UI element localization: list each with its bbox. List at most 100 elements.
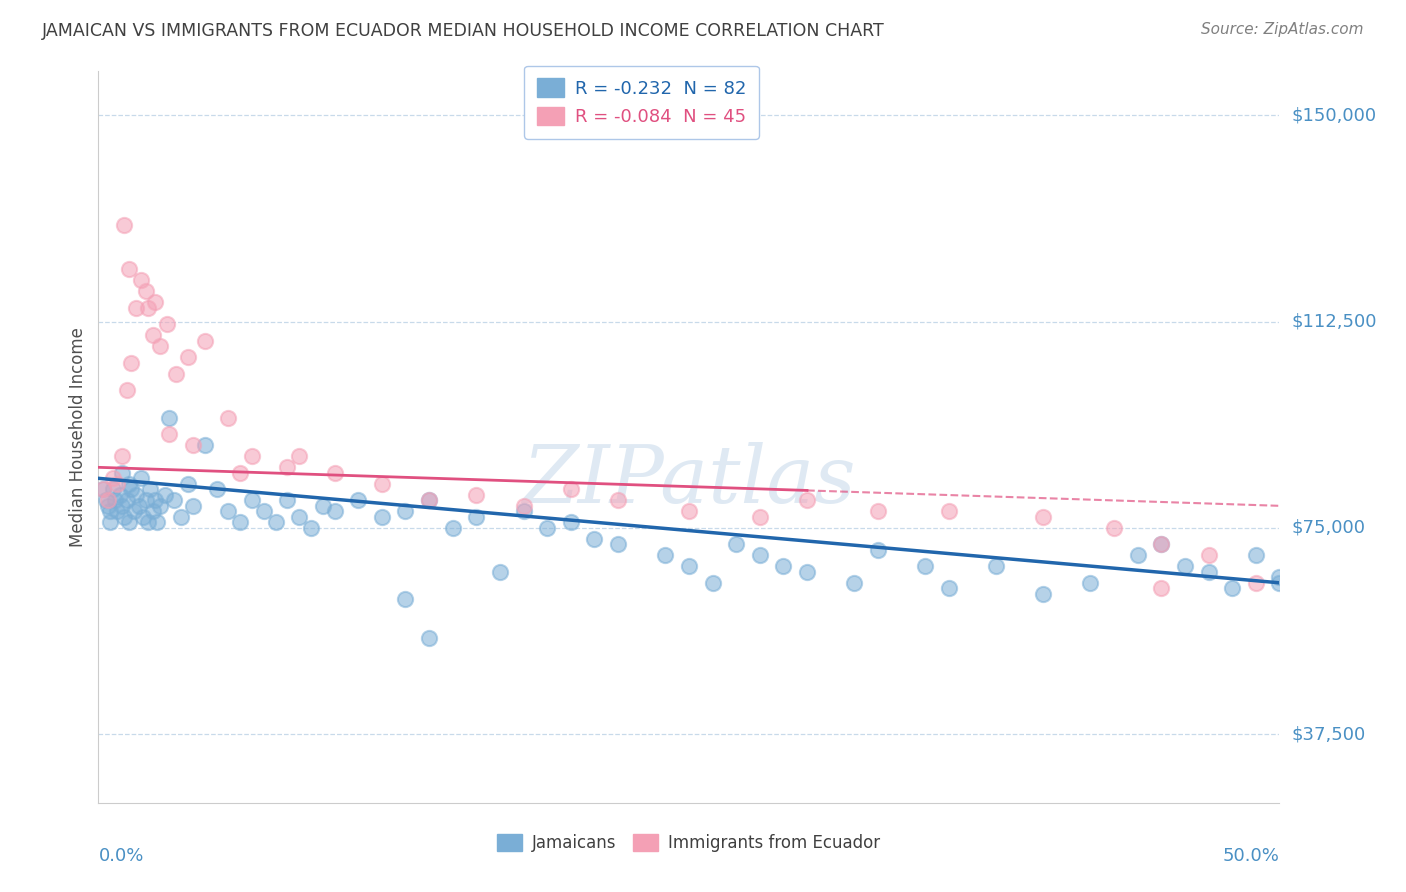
Point [288, 509, 311, 524]
Point [136, 301, 159, 315]
Point [118, 262, 141, 277]
Point [105, 504, 128, 518]
Point [984, 559, 1007, 574]
Point [1244, 575, 1267, 590]
Point [104, 493, 127, 508]
Point [118, 516, 141, 530]
Point [702, 575, 724, 590]
Point [1198, 549, 1220, 563]
Point [560, 483, 582, 497]
Point [276, 493, 298, 508]
Point [288, 450, 311, 464]
Point [121, 356, 143, 370]
Point [98, 504, 121, 518]
Point [748, 549, 770, 563]
Point [465, 488, 488, 502]
Point [560, 516, 582, 530]
Point [253, 504, 276, 518]
Point [181, 499, 204, 513]
Point [1268, 570, 1291, 584]
Point [866, 542, 889, 557]
Point [418, 493, 440, 508]
Text: 50.0%: 50.0% [1223, 847, 1279, 864]
Point [323, 504, 346, 518]
Point [101, 483, 124, 497]
Point [1126, 549, 1149, 563]
Point [772, 559, 794, 574]
Point [156, 318, 179, 332]
Point [512, 504, 534, 518]
Point [583, 532, 606, 546]
Text: $75,000: $75,000 [1291, 519, 1365, 537]
Point [118, 476, 141, 491]
Text: JAMAICAN VS IMMIGRANTS FROM ECUADOR MEDIAN HOUSEHOLD INCOME CORRELATION CHART: JAMAICAN VS IMMIGRANTS FROM ECUADOR MEDI… [42, 22, 884, 40]
Point [914, 559, 936, 574]
Point [1032, 509, 1054, 524]
Point [112, 219, 135, 233]
Point [165, 367, 187, 381]
Point [142, 504, 165, 518]
Point [1102, 521, 1125, 535]
Point [149, 339, 172, 353]
Text: $37,500: $37,500 [1291, 725, 1365, 743]
Point [938, 582, 960, 596]
Point [111, 499, 134, 513]
Text: $112,500: $112,500 [1291, 312, 1376, 331]
Point [194, 438, 217, 452]
Point [465, 509, 488, 524]
Point [1150, 582, 1173, 596]
Point [725, 537, 748, 551]
Point [844, 575, 866, 590]
Point [146, 516, 169, 530]
Point [938, 504, 960, 518]
Legend: Jamaicans, Immigrants from Ecuador: Jamaicans, Immigrants from Ecuador [489, 825, 889, 860]
Point [194, 334, 217, 348]
Point [536, 521, 558, 535]
Point [607, 537, 630, 551]
Point [205, 483, 228, 497]
Point [105, 476, 128, 491]
Text: ZIPatlas: ZIPatlas [522, 442, 856, 520]
Point [371, 476, 394, 491]
Point [135, 285, 157, 299]
Point [276, 460, 298, 475]
Point [796, 565, 818, 579]
Point [1032, 587, 1054, 601]
Point [371, 509, 394, 524]
Point [678, 504, 700, 518]
Point [143, 295, 166, 310]
Point [108, 488, 131, 502]
Point [1198, 565, 1220, 579]
Point [312, 499, 335, 513]
Point [394, 592, 416, 607]
Point [98, 516, 121, 530]
Point [418, 631, 440, 645]
Point [111, 450, 134, 464]
Point [1150, 537, 1173, 551]
Point [163, 493, 186, 508]
Point [748, 509, 770, 524]
Point [136, 516, 159, 530]
Point [512, 499, 534, 513]
Point [111, 466, 134, 480]
Point [128, 499, 150, 513]
Point [91, 483, 114, 497]
Point [91, 483, 114, 497]
Point [678, 559, 700, 574]
Point [489, 565, 512, 579]
Y-axis label: Median Household Income: Median Household Income [69, 327, 87, 547]
Point [143, 493, 166, 508]
Point [125, 301, 148, 315]
Point [129, 471, 152, 485]
Point [441, 521, 464, 535]
Point [115, 493, 138, 508]
Text: Source: ZipAtlas.com: Source: ZipAtlas.com [1201, 22, 1364, 37]
Point [1150, 537, 1173, 551]
Point [125, 488, 148, 502]
Point [1244, 549, 1267, 563]
Point [217, 504, 239, 518]
Point [112, 509, 135, 524]
Point [1220, 582, 1243, 596]
Point [97, 493, 120, 508]
Point [177, 351, 200, 365]
